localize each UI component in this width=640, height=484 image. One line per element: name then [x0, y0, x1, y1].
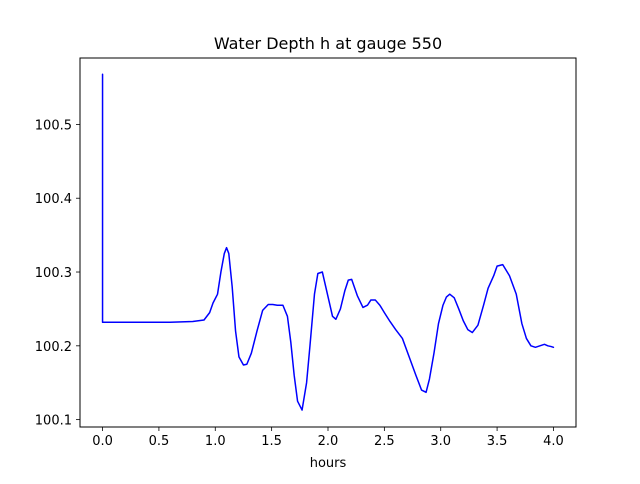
- x-tick-label: 1.5: [261, 434, 282, 449]
- y-tick-label: 100.5: [35, 118, 72, 133]
- x-tick-label: 2.0: [318, 434, 339, 449]
- x-tick-label: 0.0: [92, 434, 113, 449]
- y-tick-label: 100.1: [35, 414, 72, 429]
- x-tick-label: 4.0: [543, 434, 564, 449]
- y-tick-label: 100.4: [35, 192, 72, 207]
- plot-area: 0.0 0.5 1.0 1.5 2.0 2.5 3.0 3.5 4.0 100.1 100.2 100…: [35, 57, 577, 449]
- x-tick-label: 2.5: [374, 434, 395, 449]
- x-tick-label: 0.5: [149, 434, 170, 449]
- x-tick-label: 3.5: [487, 434, 508, 449]
- x-tick-label: 3.0: [430, 434, 451, 449]
- chart-title: Water Depth h at gauge 550: [214, 34, 442, 53]
- x-axis-label: hours: [310, 456, 347, 471]
- y-tick-label: 100.3: [35, 266, 72, 281]
- series-line-0: [101, 73, 555, 411]
- y-tick-label: 100.2: [35, 340, 72, 355]
- x-tick-label: 1.0: [205, 434, 226, 449]
